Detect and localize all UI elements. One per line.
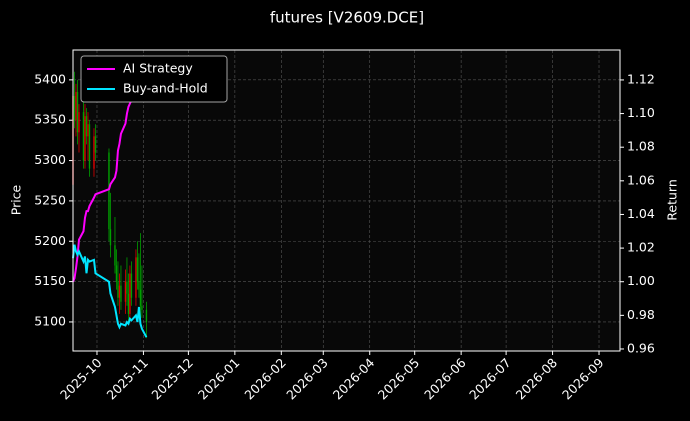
candle-body: [139, 289, 142, 306]
candle-body: [108, 152, 110, 230]
y2-tick-label: 1.08: [627, 139, 655, 154]
y2-tick-label: 1.00: [627, 273, 655, 288]
y2-tick-label: 0.96: [627, 340, 655, 355]
y-tick-label: 5300: [34, 152, 66, 167]
candle-body: [88, 124, 91, 169]
y-tick-label: 5150: [34, 273, 66, 288]
y-tick-label: 5100: [34, 313, 66, 328]
y2-tick-label: 0.98: [627, 307, 655, 322]
candle-body: [76, 91, 79, 133]
candle-body: [130, 273, 133, 298]
candle-body: [82, 112, 85, 161]
candle-body: [126, 281, 128, 294]
chart-title: futures [V2609.DCE]: [270, 9, 424, 27]
candle-body: [138, 281, 140, 290]
legend-label: Buy-and-Hold: [123, 81, 208, 96]
y2-tick-label: 1.02: [627, 240, 655, 255]
legend-label: AI Strategy: [123, 61, 193, 76]
candle-body: [75, 91, 77, 121]
y-tick-label: 5350: [34, 112, 66, 127]
candle-body: [85, 116, 88, 137]
plot-frame: [72, 49, 621, 352]
legend: AI Strategy Buy-and-Hold: [80, 55, 228, 103]
legend-box: [80, 55, 228, 103]
candle-body: [93, 136, 95, 169]
y-tick-label: 5200: [34, 233, 66, 248]
candle-body: [115, 265, 118, 282]
candle-body: [124, 281, 127, 302]
candle-body: [73, 95, 76, 121]
candle-body: [136, 257, 139, 282]
candle-body: [87, 124, 89, 137]
candle-body: [127, 293, 130, 314]
candle-body: [78, 112, 80, 133]
y2-tick-label: 1.06: [627, 172, 655, 187]
candle-body: [141, 305, 143, 310]
candle-body: [84, 116, 86, 161]
candle-body: [114, 245, 116, 266]
candle-body: [118, 285, 121, 298]
candle-body: [109, 229, 112, 246]
candle-body: [145, 309, 148, 322]
y-tick-label: 5250: [34, 192, 66, 207]
y-axis-label: Price: [9, 184, 24, 215]
candle-body: [129, 273, 131, 314]
candle-body: [135, 257, 137, 298]
y-tick-label: 5400: [34, 71, 66, 86]
y2-tick-label: 1.12: [627, 71, 655, 86]
candle-body: [94, 136, 97, 153]
series-line: [72, 244, 148, 338]
y2-tick-label: 1.10: [627, 105, 655, 120]
candle-body: [120, 285, 122, 302]
y2-axis-label: Return: [665, 179, 680, 220]
candle-body: [117, 281, 119, 298]
y2-tick-label: 1.04: [627, 206, 655, 221]
